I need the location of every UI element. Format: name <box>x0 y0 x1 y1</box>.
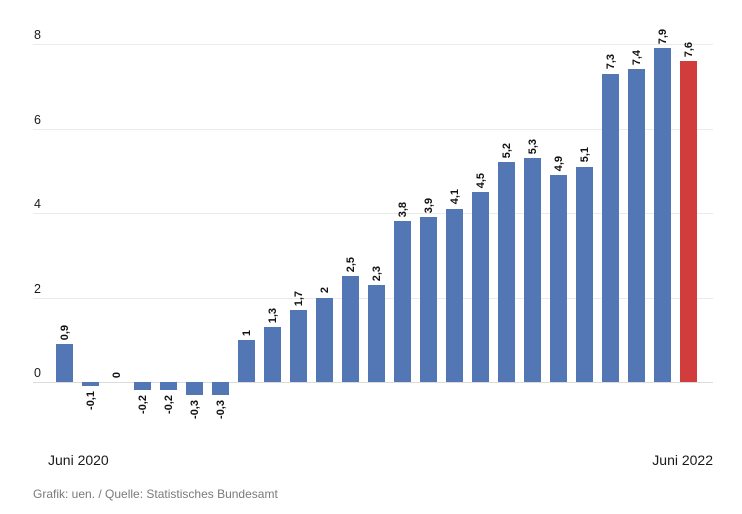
x-axis-label-end: Juni 2022 <box>652 452 713 468</box>
bar <box>316 297 333 382</box>
bar-value-label: 1,7 <box>292 290 305 307</box>
bar-value-label: 1 <box>240 329 253 336</box>
bar-value-label: 0,9 <box>58 324 71 340</box>
bar <box>654 48 671 382</box>
bar <box>342 276 359 382</box>
source-credit: Grafik: uen. / Quelle: Statistisches Bun… <box>33 487 278 501</box>
y-tick-label: 6 <box>34 112 41 127</box>
y-tick-label: 4 <box>34 197 41 211</box>
bar <box>160 382 177 391</box>
bar <box>238 339 255 382</box>
bar <box>368 284 385 382</box>
bar <box>602 73 619 382</box>
bar-value-label: 5,1 <box>578 147 591 163</box>
bar-value-label: 3,8 <box>396 202 409 218</box>
plot-area: 0 2 4 6 8 0,9 -0,1 0 -0,2 -0,2 -0,3 -0,3 1 1,3 1,7 2 2,5… <box>33 28 713 419</box>
bar <box>524 158 541 382</box>
bar-value-label: -0,3 <box>188 399 201 419</box>
bar-value-label: 2,5 <box>344 257 357 273</box>
bar-value-label: 2,3 <box>370 265 383 281</box>
bar-value-label: -0,2 <box>162 395 175 415</box>
bar <box>290 310 307 382</box>
bar-value-label: 4,9 <box>552 155 565 171</box>
gridline <box>33 213 713 214</box>
gridline <box>33 128 713 130</box>
bar <box>56 343 73 382</box>
bar <box>264 327 281 382</box>
bar-value-label: 7,3 <box>604 54 617 70</box>
bar-highlighted <box>680 60 697 382</box>
bar <box>628 69 645 382</box>
bar-value-label: 7,9 <box>656 28 669 45</box>
x-axis-baseline <box>33 382 713 383</box>
bar-value-label: 5,3 <box>526 138 539 155</box>
bar-value-label: 7,6 <box>682 41 695 57</box>
y-tick-label: 0 <box>34 366 41 380</box>
gridline <box>33 44 713 45</box>
bar-value-label: 7,4 <box>630 50 643 66</box>
bar-value-label: -0,3 <box>214 399 227 419</box>
bar <box>420 217 437 382</box>
bar <box>394 221 411 382</box>
bar <box>472 191 489 382</box>
bar <box>82 382 99 387</box>
bar-value-label: -0,2 <box>136 395 149 415</box>
bar <box>576 166 593 382</box>
y-tick-label: 8 <box>34 28 41 42</box>
bar-value-label: 0 <box>110 371 123 378</box>
bar <box>134 382 151 391</box>
bar <box>550 174 567 382</box>
x-axis-label-start: Juni 2020 <box>48 452 109 468</box>
bar-value-label: -0,1 <box>84 391 97 411</box>
bar <box>498 162 515 382</box>
bar <box>446 208 463 382</box>
y-tick-label: 2 <box>34 281 41 296</box>
bar-value-label: 5,2 <box>500 143 513 159</box>
bar-value-label: 4,1 <box>448 189 461 205</box>
bar <box>212 382 229 395</box>
bar-value-label: 3,9 <box>422 197 435 214</box>
bar-value-label: 1,3 <box>266 307 279 324</box>
bar-value-label: 2 <box>318 287 331 294</box>
bar-value-label: 4,5 <box>474 172 487 188</box>
bar <box>186 382 203 395</box>
